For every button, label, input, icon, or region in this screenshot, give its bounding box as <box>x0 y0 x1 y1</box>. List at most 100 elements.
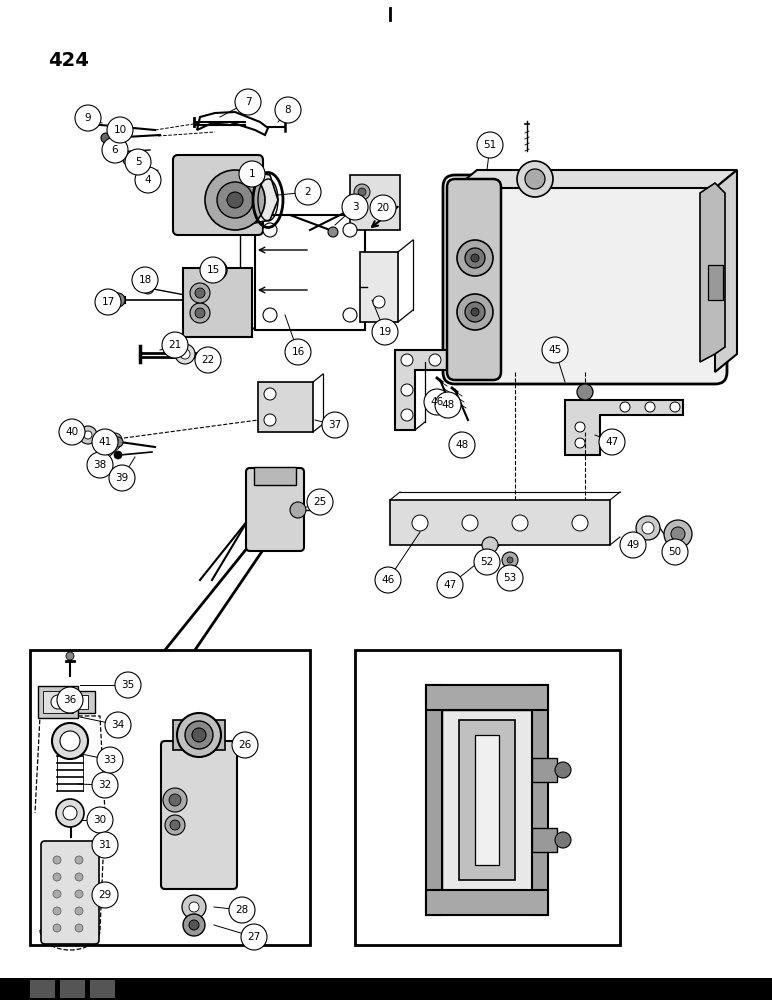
Circle shape <box>457 294 493 330</box>
Circle shape <box>111 293 125 307</box>
Circle shape <box>180 349 190 359</box>
Circle shape <box>412 515 428 531</box>
Circle shape <box>232 732 258 758</box>
Polygon shape <box>700 183 725 362</box>
Bar <box>0 978 772 1000</box>
Circle shape <box>572 515 588 531</box>
Circle shape <box>165 815 185 835</box>
Text: 46: 46 <box>430 397 444 407</box>
Polygon shape <box>455 170 737 188</box>
Circle shape <box>525 169 545 189</box>
Text: 424: 424 <box>48 50 89 70</box>
Text: 48: 48 <box>442 400 455 410</box>
Circle shape <box>195 347 221 373</box>
Text: 39: 39 <box>115 473 129 483</box>
Circle shape <box>195 288 205 298</box>
Circle shape <box>113 437 123 447</box>
Circle shape <box>239 161 265 187</box>
Circle shape <box>53 856 61 864</box>
Circle shape <box>275 97 301 123</box>
Circle shape <box>636 516 660 540</box>
Text: 45: 45 <box>548 345 561 355</box>
Circle shape <box>457 240 493 276</box>
Text: 21: 21 <box>168 340 181 350</box>
Circle shape <box>162 332 188 358</box>
Circle shape <box>429 354 441 366</box>
Circle shape <box>263 308 277 322</box>
Circle shape <box>662 539 688 565</box>
Circle shape <box>465 248 485 268</box>
Circle shape <box>497 565 523 591</box>
Circle shape <box>227 192 243 208</box>
Circle shape <box>142 282 154 294</box>
Circle shape <box>229 897 255 923</box>
Circle shape <box>264 388 276 400</box>
Bar <box>30 650 310 945</box>
Circle shape <box>75 873 83 881</box>
Circle shape <box>358 188 366 196</box>
Bar <box>442 710 532 890</box>
Circle shape <box>95 289 121 315</box>
Circle shape <box>373 296 385 308</box>
Circle shape <box>92 429 118 455</box>
Text: 26: 26 <box>239 740 252 750</box>
Circle shape <box>92 882 118 908</box>
Circle shape <box>92 832 118 858</box>
Circle shape <box>59 419 85 445</box>
Circle shape <box>57 687 83 713</box>
Circle shape <box>109 465 135 491</box>
Circle shape <box>87 807 113 833</box>
Text: 19: 19 <box>378 327 391 337</box>
Circle shape <box>108 433 122 447</box>
Polygon shape <box>715 170 737 372</box>
Circle shape <box>52 723 88 759</box>
Bar <box>50 691 95 713</box>
Circle shape <box>63 806 77 820</box>
Circle shape <box>182 895 206 919</box>
Text: 29: 29 <box>98 890 112 900</box>
Bar <box>426 890 548 915</box>
Text: 15: 15 <box>206 265 219 275</box>
Circle shape <box>189 920 199 930</box>
Circle shape <box>577 384 593 400</box>
Circle shape <box>132 267 158 293</box>
Text: 35: 35 <box>121 680 134 690</box>
Bar <box>426 685 548 710</box>
Circle shape <box>670 402 680 412</box>
Text: 4: 4 <box>144 175 151 185</box>
Circle shape <box>424 389 450 415</box>
Circle shape <box>671 527 685 541</box>
Text: 38: 38 <box>93 460 107 470</box>
Circle shape <box>342 194 368 220</box>
Circle shape <box>189 902 199 912</box>
Circle shape <box>79 426 97 444</box>
Circle shape <box>435 392 461 418</box>
Text: 20: 20 <box>377 203 390 213</box>
Circle shape <box>645 402 655 412</box>
Circle shape <box>474 549 500 575</box>
Text: 46: 46 <box>381 575 394 585</box>
Circle shape <box>53 924 61 932</box>
Circle shape <box>664 520 692 548</box>
Circle shape <box>307 489 333 515</box>
Text: 2: 2 <box>305 187 311 197</box>
Bar <box>390 500 610 545</box>
Circle shape <box>285 339 311 365</box>
Circle shape <box>169 794 181 806</box>
FancyBboxPatch shape <box>443 175 727 384</box>
Circle shape <box>97 747 123 773</box>
Bar <box>60 980 85 998</box>
Circle shape <box>264 414 276 426</box>
Bar <box>532 828 557 852</box>
FancyBboxPatch shape <box>447 179 501 380</box>
Circle shape <box>107 117 133 143</box>
Circle shape <box>163 788 187 812</box>
Circle shape <box>471 308 479 316</box>
Text: 37: 37 <box>328 420 342 430</box>
Circle shape <box>126 158 130 162</box>
Text: 47: 47 <box>605 437 618 447</box>
Circle shape <box>217 182 253 218</box>
Circle shape <box>295 179 321 205</box>
Text: 32: 32 <box>98 780 112 790</box>
Bar <box>258 382 313 432</box>
